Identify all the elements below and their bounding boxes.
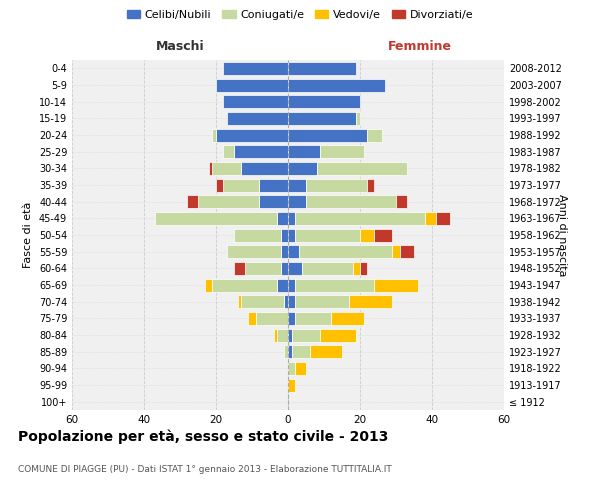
Bar	[198, 195, 259, 208]
Bar	[317, 162, 407, 175]
Bar	[212, 278, 277, 291]
Text: Femmine: Femmine	[388, 40, 452, 52]
Bar	[234, 145, 288, 158]
Bar	[288, 262, 302, 275]
Text: Maschi: Maschi	[155, 40, 205, 52]
Text: Popolazione per età, sesso e stato civile - 2013: Popolazione per età, sesso e stato civil…	[18, 430, 388, 444]
Bar	[396, 195, 407, 208]
Bar	[292, 345, 310, 358]
Bar	[288, 212, 295, 225]
Bar	[288, 362, 295, 375]
Bar	[216, 178, 223, 192]
Bar	[281, 228, 288, 241]
Bar	[425, 212, 436, 225]
Bar	[234, 228, 281, 241]
Bar	[223, 178, 259, 192]
Bar	[299, 245, 392, 258]
Bar	[288, 278, 295, 291]
Bar	[320, 145, 364, 158]
Bar	[212, 162, 241, 175]
Bar	[277, 278, 288, 291]
Bar	[212, 128, 216, 141]
Bar	[238, 295, 241, 308]
Bar	[281, 245, 288, 258]
Bar	[288, 178, 306, 192]
Bar	[310, 345, 342, 358]
Bar	[256, 312, 288, 325]
Bar	[302, 262, 353, 275]
Bar	[367, 178, 374, 192]
Bar	[288, 78, 385, 92]
Bar	[216, 78, 288, 92]
Bar	[288, 295, 295, 308]
Bar	[227, 245, 281, 258]
Bar	[227, 112, 288, 125]
Bar	[436, 212, 450, 225]
Bar	[205, 278, 212, 291]
Bar	[295, 278, 374, 291]
Bar	[288, 95, 360, 108]
Bar	[155, 212, 277, 225]
Bar	[349, 295, 392, 308]
Bar	[288, 145, 320, 158]
Bar	[274, 328, 277, 342]
Bar	[248, 312, 256, 325]
Bar	[288, 245, 299, 258]
Bar	[295, 212, 425, 225]
Bar	[295, 312, 331, 325]
Bar	[288, 195, 306, 208]
Bar	[223, 95, 288, 108]
Bar	[245, 262, 281, 275]
Bar	[209, 162, 212, 175]
Bar	[392, 245, 400, 258]
Y-axis label: Anni di nascita: Anni di nascita	[557, 194, 567, 276]
Bar	[360, 228, 374, 241]
Bar	[277, 328, 288, 342]
Bar	[360, 262, 367, 275]
Bar	[223, 62, 288, 75]
Bar	[241, 162, 288, 175]
Bar	[292, 328, 320, 342]
Bar	[306, 195, 396, 208]
Bar	[295, 228, 360, 241]
Bar	[367, 128, 382, 141]
Bar	[353, 262, 360, 275]
Bar	[216, 128, 288, 141]
Bar	[374, 278, 418, 291]
Bar	[187, 195, 198, 208]
Bar	[288, 62, 356, 75]
Bar	[288, 128, 367, 141]
Bar	[320, 328, 356, 342]
Bar	[288, 378, 295, 392]
Bar	[259, 195, 288, 208]
Bar	[284, 295, 288, 308]
Bar	[284, 345, 288, 358]
Bar	[223, 145, 234, 158]
Bar	[288, 228, 295, 241]
Bar	[288, 328, 292, 342]
Bar	[234, 262, 245, 275]
Bar	[400, 245, 414, 258]
Bar	[295, 362, 306, 375]
Bar	[288, 162, 317, 175]
Bar	[241, 295, 284, 308]
Bar	[288, 312, 295, 325]
Bar	[281, 262, 288, 275]
Bar	[374, 228, 392, 241]
Bar	[288, 112, 356, 125]
Bar	[288, 345, 292, 358]
Bar	[306, 178, 367, 192]
Bar	[259, 178, 288, 192]
Bar	[295, 295, 349, 308]
Text: COMUNE DI PIAGGE (PU) - Dati ISTAT 1° gennaio 2013 - Elaborazione TUTTITALIA.IT: COMUNE DI PIAGGE (PU) - Dati ISTAT 1° ge…	[18, 465, 392, 474]
Bar	[331, 312, 364, 325]
Legend: Celibi/Nubili, Coniugati/e, Vedovi/e, Divorziati/e: Celibi/Nubili, Coniugati/e, Vedovi/e, Di…	[122, 6, 478, 25]
Y-axis label: Fasce di età: Fasce di età	[23, 202, 33, 268]
Bar	[277, 212, 288, 225]
Bar	[356, 112, 360, 125]
